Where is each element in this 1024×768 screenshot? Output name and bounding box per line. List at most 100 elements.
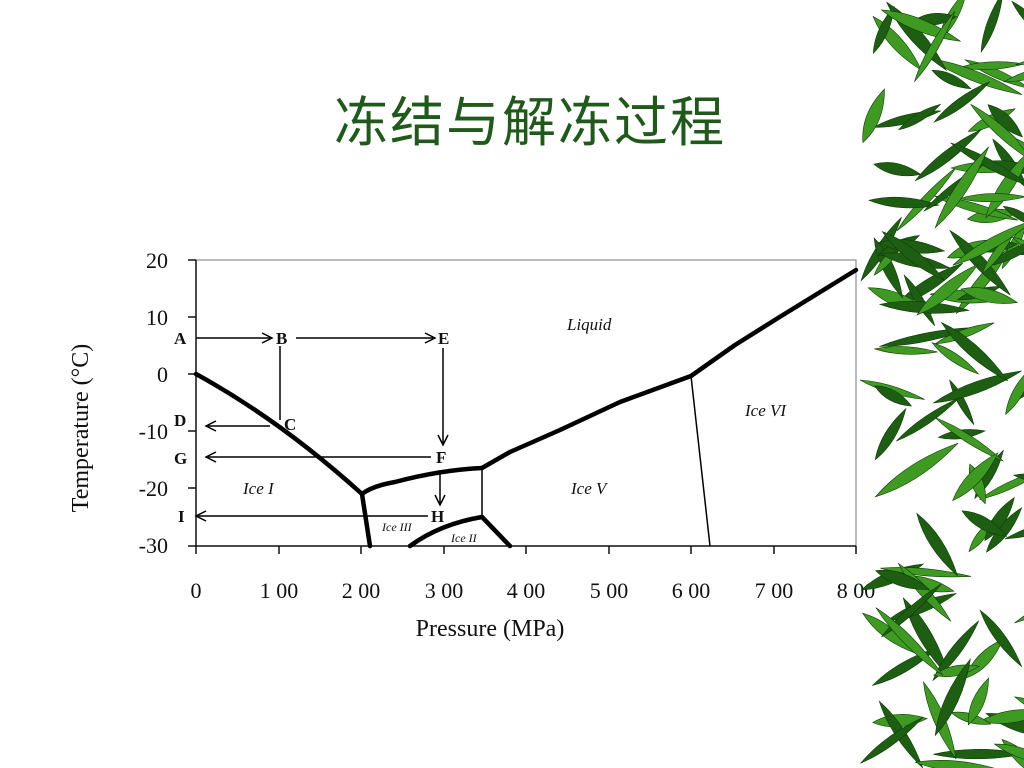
- region-label-ice3: Ice III: [381, 520, 413, 534]
- bamboo-leaf: [960, 287, 1019, 304]
- bamboo-leaf: [934, 658, 971, 737]
- bamboo-leaf: [970, 103, 1024, 166]
- bamboo-leaf: [952, 220, 1024, 266]
- process-paths: [194, 332, 449, 522]
- bamboo-leaf: [940, 321, 1008, 382]
- point-label-d: D: [174, 411, 186, 430]
- region-label-ice5: Ice V: [570, 479, 609, 498]
- bamboo-leaf: [931, 70, 972, 90]
- bamboo-leaf: [1014, 578, 1024, 624]
- bamboo-leaf: [862, 88, 885, 144]
- bamboo-leaf: [1002, 205, 1024, 227]
- point-label-g: G: [174, 449, 187, 468]
- ice1-ice3-boundary: [359, 491, 373, 549]
- point-label-i: I: [178, 507, 185, 526]
- ice6-liquid-boundary: [688, 267, 859, 379]
- phase-boundaries: [193, 267, 859, 549]
- bamboo-leaf: [860, 217, 902, 282]
- region-label-liquid: Liquid: [566, 315, 612, 334]
- bamboo-leaf: [896, 397, 960, 442]
- bamboo-leaf: [916, 512, 959, 577]
- y-axis-title: Temperature (°C): [68, 344, 94, 513]
- region-label-ice6: Ice VI: [744, 401, 787, 420]
- bamboo-leaf: [979, 709, 1024, 724]
- bamboo-leaf: [933, 749, 1024, 760]
- bamboo-leaf: [930, 58, 1023, 95]
- x-axis-title: Pressure (MPa): [416, 616, 565, 642]
- bamboo-leaf: [952, 452, 999, 502]
- bamboo-leaf: [985, 507, 1023, 553]
- melting-curve-ice1: [193, 371, 365, 497]
- bamboo-leaf: [958, 193, 1024, 203]
- bamboo-leaf: [935, 417, 1004, 462]
- bamboo-leaf: [934, 146, 989, 229]
- bamboo-leaf: [868, 196, 940, 209]
- x-tick-label: 4 00: [507, 578, 546, 603]
- bamboo-leaf: [873, 162, 922, 177]
- bamboo-leaf: [932, 620, 980, 682]
- bamboo-leaf: [932, 370, 1022, 404]
- bamboo-leaf: [979, 609, 1023, 667]
- bamboo-leaf: [914, 11, 956, 82]
- ice2-ice5-boundary: [479, 514, 513, 549]
- point-label-a: A: [174, 329, 187, 348]
- point-label-b: B: [276, 329, 287, 348]
- y-tick-label: -20: [139, 476, 168, 501]
- bamboo-leaf: [881, 231, 946, 281]
- bamboo-leaf: [986, 237, 1024, 267]
- y-tick-label: -10: [139, 419, 168, 444]
- point-label-f: F: [436, 448, 446, 467]
- x-tick-label: 6 00: [672, 578, 711, 603]
- bamboo-leaf: [881, 583, 942, 638]
- x-tick-label: 1 00: [260, 578, 299, 603]
- y-tick-label: -30: [139, 533, 168, 558]
- slide-title: 冻结与解冻过程: [334, 91, 726, 154]
- bamboo-leaf: [1015, 46, 1024, 66]
- y-axis-ticks: [188, 259, 196, 547]
- bamboo-leaf: [898, 103, 942, 131]
- bamboo-leaf: [961, 510, 1008, 537]
- bamboo-leaf: [914, 760, 1005, 768]
- x-tick-label: 7 00: [755, 578, 794, 603]
- bamboo-leaf: [1011, 0, 1024, 45]
- x-tick-label: 5 00: [590, 578, 629, 603]
- bamboo-leaf: [1005, 365, 1024, 416]
- y-tick-label: 0: [157, 362, 168, 387]
- x-axis-ticks: [195, 546, 857, 554]
- bamboo-leaf: [873, 346, 938, 355]
- bamboo-leaf: [987, 104, 1023, 138]
- bamboo-leaf: [949, 229, 1011, 296]
- ice5-liquid-boundary: [479, 373, 694, 471]
- x-tick-label: 2 00: [342, 578, 381, 603]
- point-label-h: H: [431, 507, 444, 526]
- ice2-ice3-boundary: [407, 514, 485, 549]
- bamboo-leaf: [875, 569, 930, 590]
- bamboo-leaf: [874, 385, 913, 407]
- bamboo-leaf: [979, 468, 1024, 500]
- y-tick-label: 10: [146, 305, 168, 330]
- y-tick-label: 20: [146, 248, 168, 273]
- bamboo-leaf: [860, 717, 924, 764]
- point-label-e: E: [438, 329, 449, 348]
- x-tick-label: 0: [191, 578, 202, 603]
- bamboo-leaves-decoration: [859, 0, 1024, 768]
- ice3-liquid-boundary: [359, 465, 485, 497]
- bamboo-leaf: [916, 263, 980, 316]
- bamboo-leaf: [914, 129, 982, 182]
- thin-boundaries: [481, 375, 711, 547]
- bamboo-leaf: [980, 0, 1004, 53]
- bamboo-leaf: [931, 342, 980, 375]
- x-tick-label: 8 00: [837, 578, 876, 603]
- bamboo-leaf: [950, 142, 1024, 187]
- bamboo-leaf: [874, 407, 907, 461]
- x-tick-label: 3 00: [425, 578, 464, 603]
- bamboo-leaf: [993, 743, 1024, 765]
- bamboo-leaf: [1002, 64, 1024, 83]
- bamboo-leaf: [872, 5, 895, 55]
- point-label-c: C: [284, 415, 296, 434]
- bamboo-leaf: [875, 607, 944, 676]
- ice5-ice6-boundary: [690, 375, 711, 547]
- bamboo-leaf: [933, 81, 991, 123]
- bamboo-leaf: [967, 677, 989, 726]
